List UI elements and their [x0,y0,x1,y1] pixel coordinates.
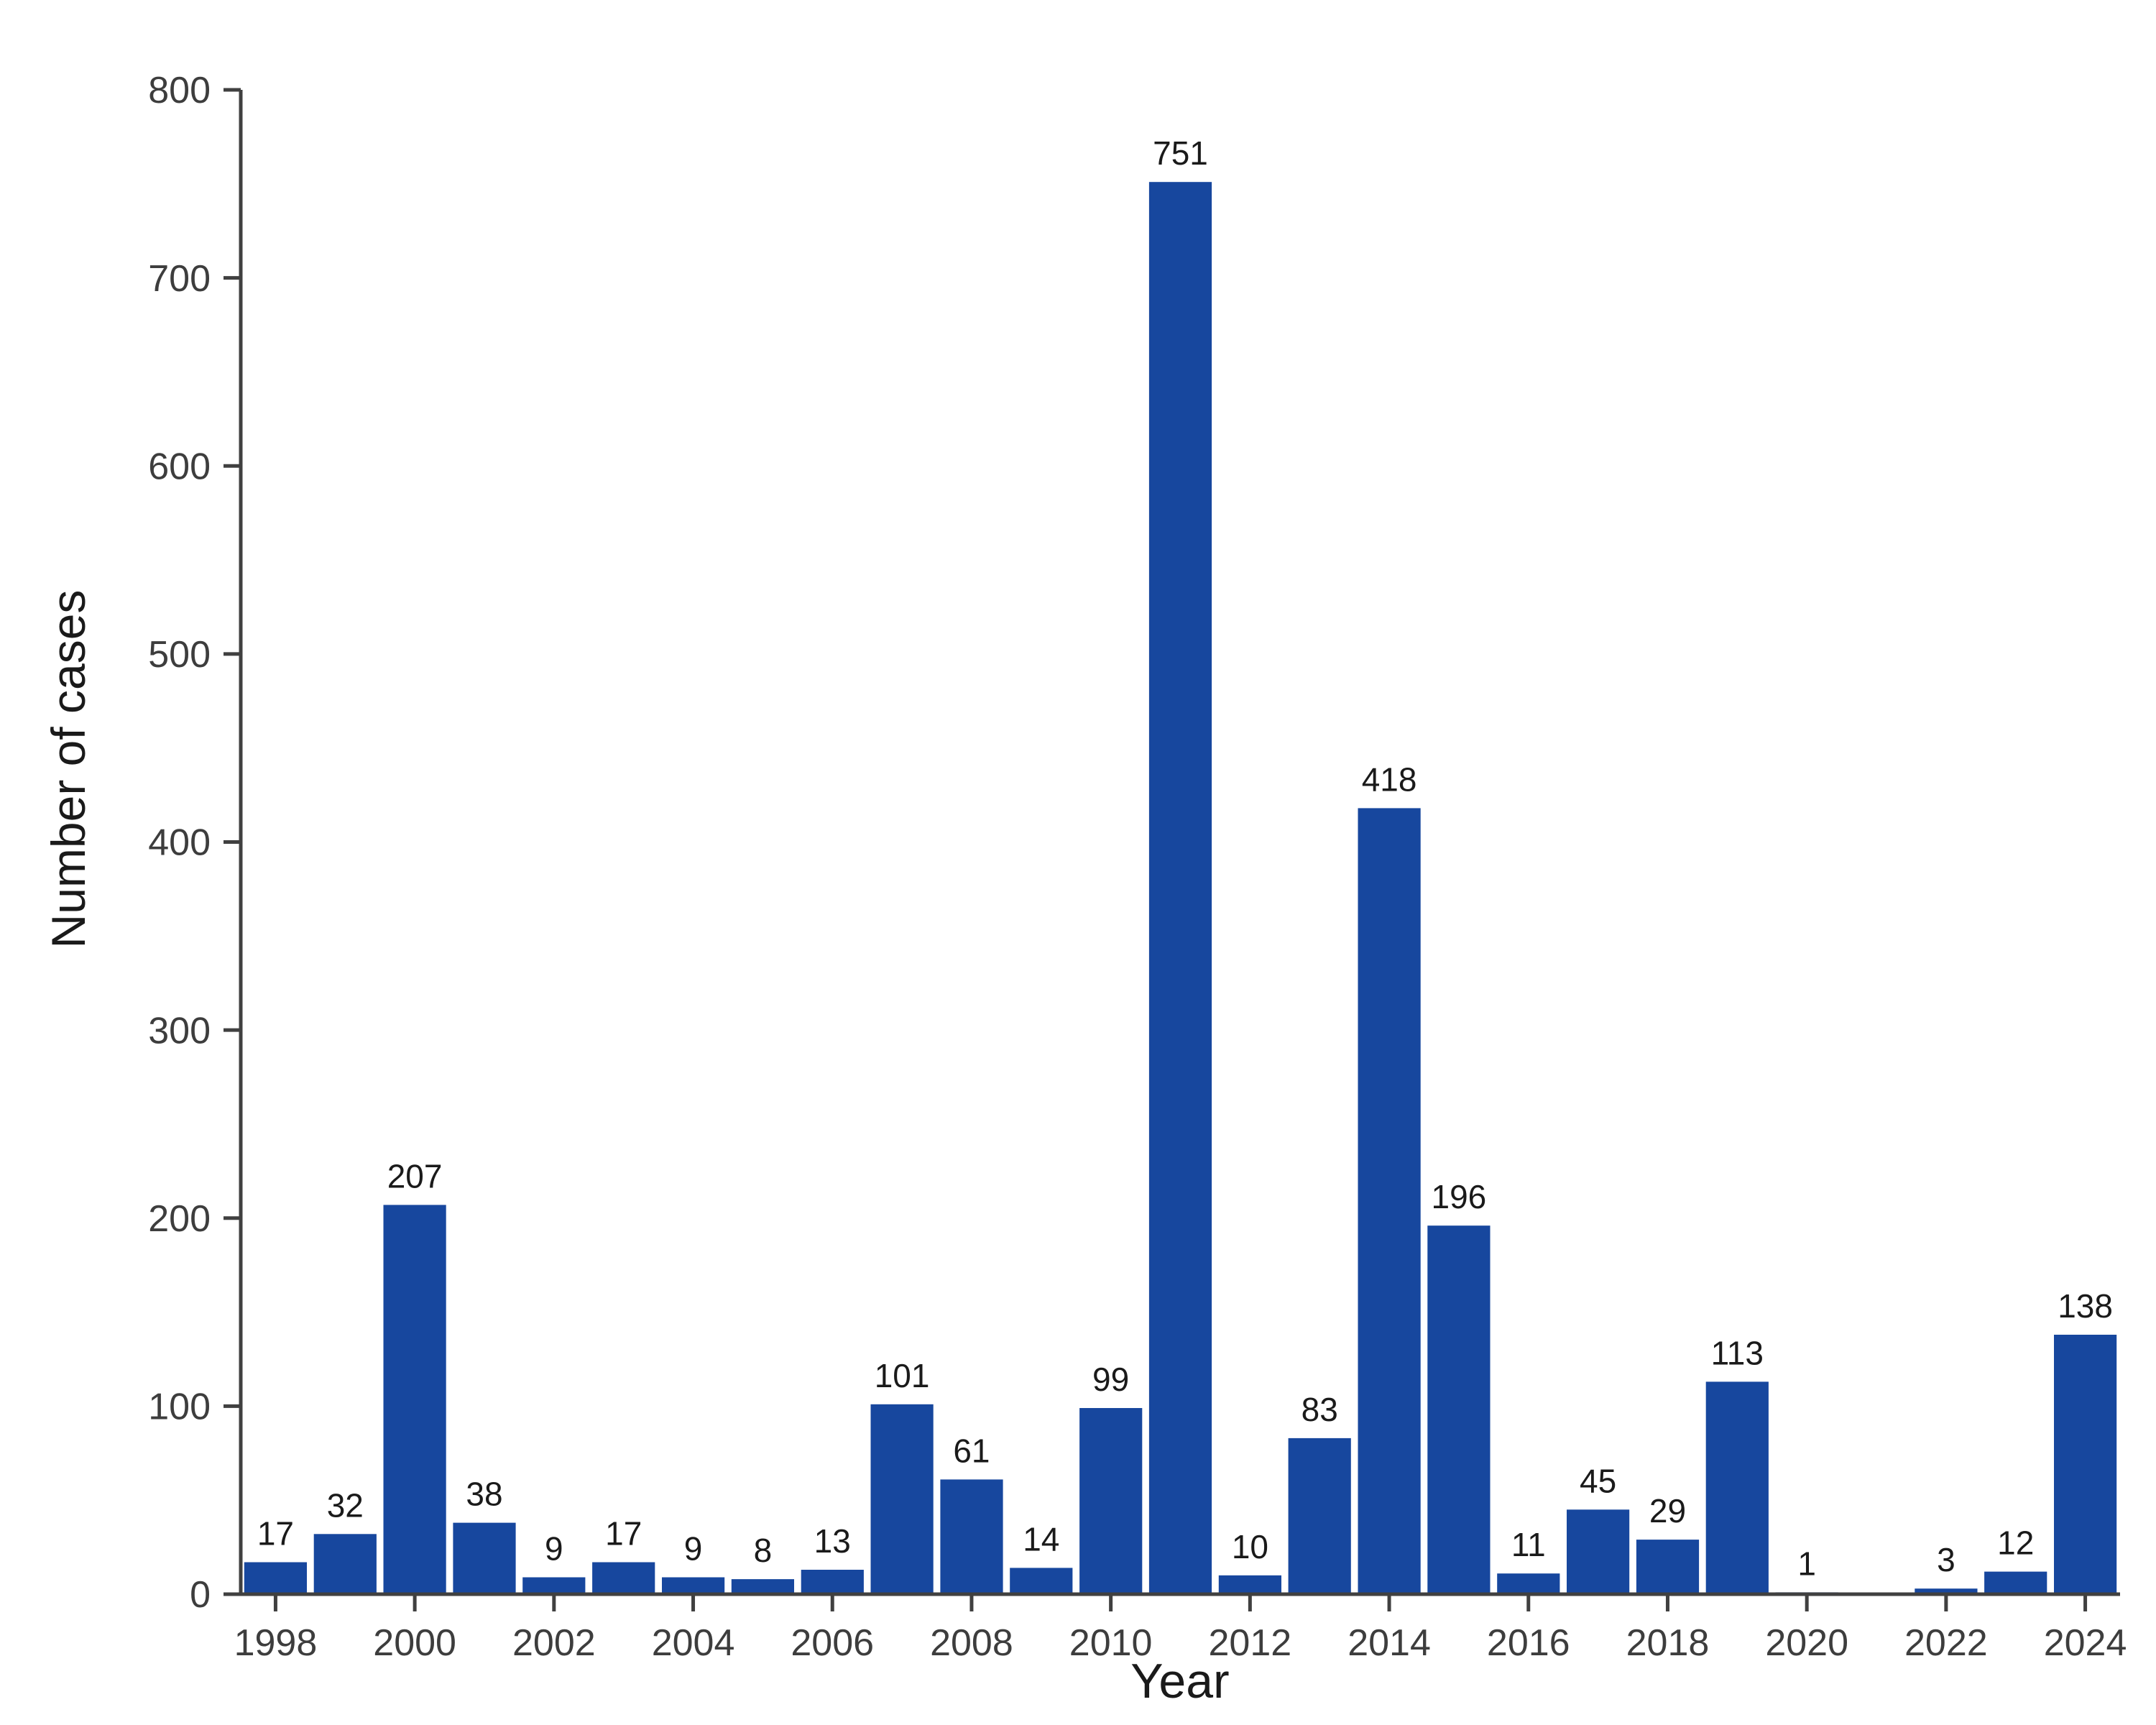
bar-value-label-1999: 32 [327,1486,364,1524]
bar-value-label-2020: 1 [1797,1545,1816,1582]
y-tick-label-500: 500 [148,634,211,676]
y-tick-label-0: 0 [190,1574,211,1616]
x-tick-label-2020: 2020 [1765,1622,1848,1664]
bar-2009 [1010,1568,1073,1594]
bar-value-label-2003: 17 [605,1515,642,1552]
bar-value-label-1998: 17 [257,1515,294,1552]
bar-value-label-2022: 3 [1937,1541,1955,1578]
bar-2016 [1497,1573,1560,1594]
bar-value-label-2000: 207 [387,1157,443,1195]
bar-2001 [453,1522,516,1594]
bar-2002 [522,1577,586,1594]
bar-value-label-2024: 138 [2058,1287,2113,1325]
bar-value-label-2007: 101 [875,1357,930,1394]
bar-value-label-2012: 10 [1232,1528,1268,1565]
bar-2018 [1636,1540,1700,1594]
bar-value-label-2013: 83 [1302,1391,1338,1428]
y-tick-label-300: 300 [148,1010,211,1052]
bar-value-label-2008: 61 [953,1432,990,1469]
bar-value-label-2002: 9 [545,1530,563,1568]
bar-2017 [1567,1509,1630,1594]
y-tick-label-700: 700 [148,258,211,300]
bar-2010 [1079,1408,1143,1594]
y-tick-label-100: 100 [148,1386,211,1428]
x-tick-label-2002: 2002 [512,1622,596,1664]
x-tick-label-1998: 1998 [234,1622,318,1664]
x-tick-label-2008: 2008 [930,1622,1013,1664]
bar-value-label-2017: 45 [1580,1462,1616,1499]
bar-2012 [1218,1575,1281,1594]
x-tick-label-2004: 2004 [652,1622,735,1664]
bar-2005 [731,1579,794,1594]
bar-1998 [244,1562,307,1594]
y-tick-label-800: 800 [148,70,211,111]
bar-value-label-2016: 11 [1511,1526,1546,1563]
bar-value-label-2019: 113 [1711,1334,1764,1371]
bar-value-label-2010: 99 [1092,1361,1129,1398]
y-axis-title: Number of cases [42,589,95,949]
bar-2014 [1358,808,1421,1594]
bar-2003 [592,1562,655,1594]
x-tick-label-2024: 2024 [2044,1622,2127,1664]
x-tick-label-2018: 2018 [1626,1622,1710,1664]
y-tick-label-400: 400 [148,822,211,864]
bar-value-label-2011: 751 [1153,134,1208,172]
x-tick-label-2010: 2010 [1069,1622,1153,1664]
bar-value-label-2014: 418 [1362,760,1417,798]
bar-2022 [1915,1588,1978,1594]
bar-2013 [1288,1438,1351,1594]
bar-value-label-2004: 9 [684,1530,703,1568]
x-tick-label-2012: 2012 [1209,1622,1292,1664]
bar-2000 [383,1205,446,1594]
bar-value-label-2009: 14 [1023,1520,1059,1558]
bar-2024 [2054,1335,2117,1594]
x-axis-title: Year [1130,1654,1230,1708]
x-tick-label-2016: 2016 [1487,1622,1570,1664]
bar-2007 [870,1404,934,1594]
x-tick-label-2022: 2022 [1904,1622,1988,1664]
y-tick-label-600: 600 [148,446,211,487]
bar-2019 [1705,1381,1769,1594]
x-tick-label-2014: 2014 [1348,1622,1431,1664]
bar-2011 [1148,182,1212,1595]
bar-2006 [801,1570,864,1594]
bar-value-label-2006: 13 [814,1522,851,1560]
bar-value-label-2015: 196 [1432,1178,1487,1215]
bar-value-label-2005: 8 [754,1532,773,1569]
bar-value-label-2018: 29 [1649,1492,1686,1530]
bar-value-label-2001: 38 [466,1476,502,1513]
bar-value-label-2023: 12 [1997,1524,2034,1562]
bar-2023 [1984,1571,2047,1594]
x-tick-label-2000: 2000 [373,1622,456,1664]
x-tick-label-2006: 2006 [791,1622,874,1664]
bar-2004 [662,1577,725,1594]
y-tick-label-200: 200 [148,1198,211,1240]
bar-2015 [1427,1225,1491,1594]
bar-2008 [940,1479,1003,1594]
bar-1999 [313,1534,377,1594]
